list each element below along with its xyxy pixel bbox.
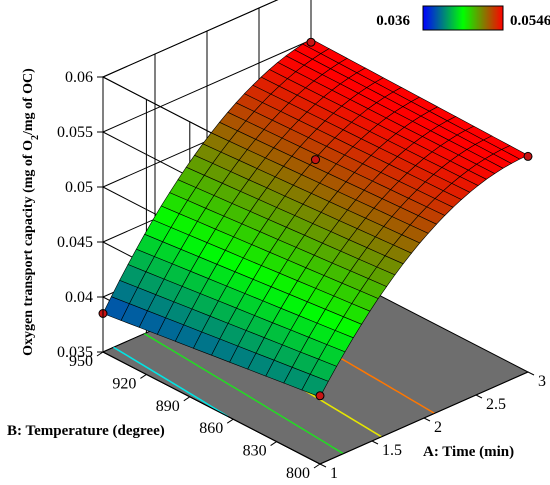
- y-tick-label: 860: [199, 420, 223, 437]
- y-tick-label: 890: [156, 398, 180, 415]
- x-tick-mark: [475, 394, 483, 399]
- z-tick-label: 0.035: [57, 344, 93, 361]
- y-tick-mark: [140, 373, 147, 379]
- y-axis-label: B: Temperature (degree): [7, 423, 165, 439]
- y-tick-label: 950: [69, 353, 93, 370]
- contour-line: [113, 346, 229, 418]
- y-tick-mark: [96, 351, 104, 357]
- x-axis-label: A: Time (min): [423, 444, 514, 460]
- y-tick-label: 920: [112, 375, 136, 392]
- legend-min-label: 0.036: [376, 13, 410, 29]
- x-tick-mark: [423, 417, 431, 422]
- axes: 0.035 0.04 0.045 0.05 0.055 0.06 800 830 860 890 9…: [57, 69, 546, 482]
- y-tick-mark: [270, 441, 277, 447]
- x-tick-mark: [371, 440, 379, 445]
- z-tick-label: 0.06: [65, 69, 93, 86]
- x-tick-label: 1.5: [382, 442, 402, 459]
- x-tick-mark: [319, 463, 327, 468]
- y-tick-mark: [226, 418, 234, 424]
- legend-max-label: 0.0546: [510, 13, 550, 29]
- y-tick-label: 830: [243, 443, 267, 460]
- design-point: [306, 37, 316, 47]
- response-surface: [102, 38, 529, 398]
- design-point: [311, 155, 320, 165]
- design-point: [315, 391, 325, 401]
- contour-line: [144, 333, 344, 455]
- color-legend: 0.036 0.0546: [376, 5, 550, 31]
- z-tick-label: 0.045: [57, 234, 93, 251]
- x-tick-mark: [527, 371, 535, 376]
- x-tick-label: 2.5: [486, 396, 506, 413]
- x-tick-label: 3: [538, 373, 546, 390]
- legend-color-bar: [422, 5, 504, 31]
- z-tick-label: 0.04: [65, 289, 93, 306]
- x-tick-label: 2: [434, 419, 442, 436]
- design-point: [523, 151, 533, 161]
- y-axis-line: [102, 351, 321, 465]
- y-tick-label: 800: [286, 465, 310, 482]
- x-tick-label: 1: [330, 465, 338, 482]
- z-tick-label: 0.055: [57, 124, 93, 141]
- y-tick-mark: [183, 396, 191, 402]
- z-axis-label: Oxygen transport capacity (mg of O2/mg o…: [21, 68, 41, 356]
- surface-patch: [301, 373, 329, 398]
- z-tick-label: 0.05: [65, 179, 93, 196]
- y-tick-mark: [313, 463, 321, 469]
